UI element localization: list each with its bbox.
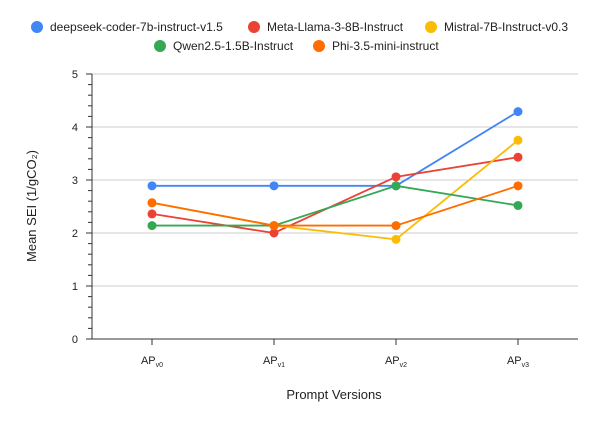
data-point — [513, 200, 523, 210]
legend-label: Mistral-7B-Instruct-v0.3 — [444, 20, 568, 34]
legend-label: Qwen2.5-1.5B-Instruct — [173, 39, 294, 53]
series-line — [151, 156, 519, 234]
series-line — [151, 139, 519, 241]
data-point — [391, 172, 401, 182]
series-lines — [151, 110, 519, 241]
legend-label: deepseek-coder-7b-instruct-v1.5 — [50, 20, 223, 34]
series-line — [151, 184, 519, 227]
x-axis-title: Prompt Versions — [286, 387, 382, 402]
data-point — [391, 234, 401, 244]
y-tick-label: 0 — [72, 334, 78, 346]
legend-label: Phi-3.5-mini-instruct — [332, 39, 439, 53]
y-axis-title: Mean SEI (1/gCO₂) — [24, 150, 39, 262]
legend-label: Meta-Llama-3-8B-Instruct — [267, 20, 404, 34]
data-point — [391, 181, 401, 191]
data-point — [269, 228, 279, 238]
y-tick-label: 2 — [72, 228, 78, 240]
data-point — [147, 198, 157, 208]
series-line — [152, 184, 519, 227]
data-point — [513, 181, 523, 191]
data-point — [269, 221, 279, 231]
x-tick-label: APv1 — [263, 355, 285, 369]
legend-swatch — [248, 21, 260, 33]
legend-swatch — [425, 21, 437, 33]
legend-swatch — [31, 21, 43, 33]
x-tick-label: APv0 — [141, 355, 163, 369]
series-line — [152, 110, 519, 187]
y-tick-label: 1 — [72, 281, 78, 293]
data-point — [269, 181, 279, 191]
y-tick-label: 4 — [72, 122, 78, 134]
legend: deepseek-coder-7b-instruct-v1.5 Meta-Llam… — [31, 20, 568, 53]
axes: 0 1 2 3 4 5 APv0 APv1 APv2 APv3 — [72, 69, 578, 369]
data-point — [513, 135, 523, 145]
gridlines — [92, 73, 578, 287]
data-point — [147, 209, 157, 219]
series-points — [147, 107, 523, 244]
y-tick-label: 3 — [72, 175, 78, 187]
data-point — [391, 221, 401, 231]
y-tick-label: 5 — [72, 69, 78, 81]
legend-swatch — [313, 40, 325, 52]
x-tick-label: APv3 — [507, 355, 529, 369]
data-point — [513, 152, 523, 162]
legend-swatch — [154, 40, 166, 52]
data-point — [147, 221, 157, 231]
x-tick-label: APv2 — [385, 355, 407, 369]
data-point — [147, 181, 157, 191]
data-point — [513, 107, 523, 117]
